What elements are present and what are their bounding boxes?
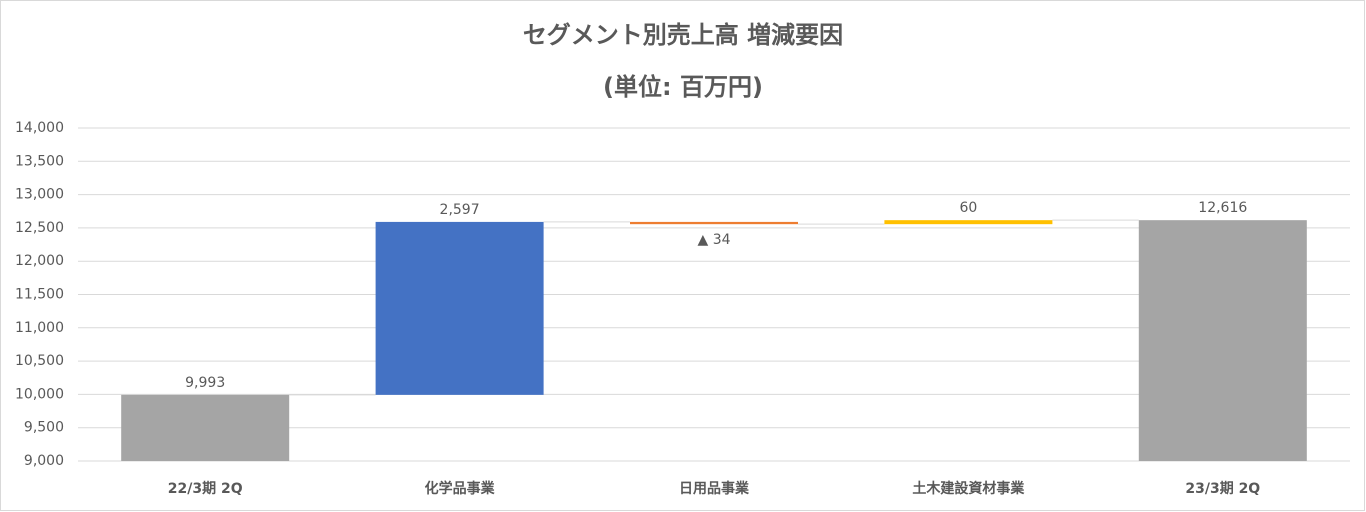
x-tick-label: 23/3期 2Q xyxy=(1185,481,1260,497)
y-tick-label: 12,000 xyxy=(15,253,64,269)
data-label: 2,597 xyxy=(440,202,480,218)
x-tick-label: 土木建設資材事業 xyxy=(912,480,1025,497)
x-tick-label: 日用品事業 xyxy=(679,480,750,497)
y-tick-label: 10,500 xyxy=(15,353,64,369)
x-tick-label: 化学品事業 xyxy=(425,480,496,497)
y-tick-label: 13,500 xyxy=(15,153,64,169)
data-label: 9,993 xyxy=(185,375,225,391)
data-label: 60 xyxy=(959,200,977,216)
y-tick-label: 13,000 xyxy=(15,187,64,203)
y-tick-label: 9,500 xyxy=(24,420,64,436)
x-tick-label: 22/3期 2Q xyxy=(168,481,243,497)
y-tick-label: 11,500 xyxy=(15,287,64,303)
data-label: 12,616 xyxy=(1198,200,1247,216)
bar xyxy=(630,221,798,225)
y-tick-label: 11,000 xyxy=(15,320,64,336)
chart-title: セグメント別売上高 増減要因 xyxy=(523,21,843,49)
chart-subtitle: (単位: 百万円) xyxy=(603,73,763,101)
bar xyxy=(375,221,544,395)
bar xyxy=(1138,220,1307,461)
data-label: ▲ 34 xyxy=(697,232,730,248)
bar xyxy=(121,394,290,461)
y-tick-label: 9,000 xyxy=(24,453,64,469)
y-tick-label: 12,500 xyxy=(15,220,64,236)
bar xyxy=(884,220,1053,225)
y-tick-label: 14,000 xyxy=(15,120,64,136)
y-tick-label: 10,000 xyxy=(15,386,64,402)
